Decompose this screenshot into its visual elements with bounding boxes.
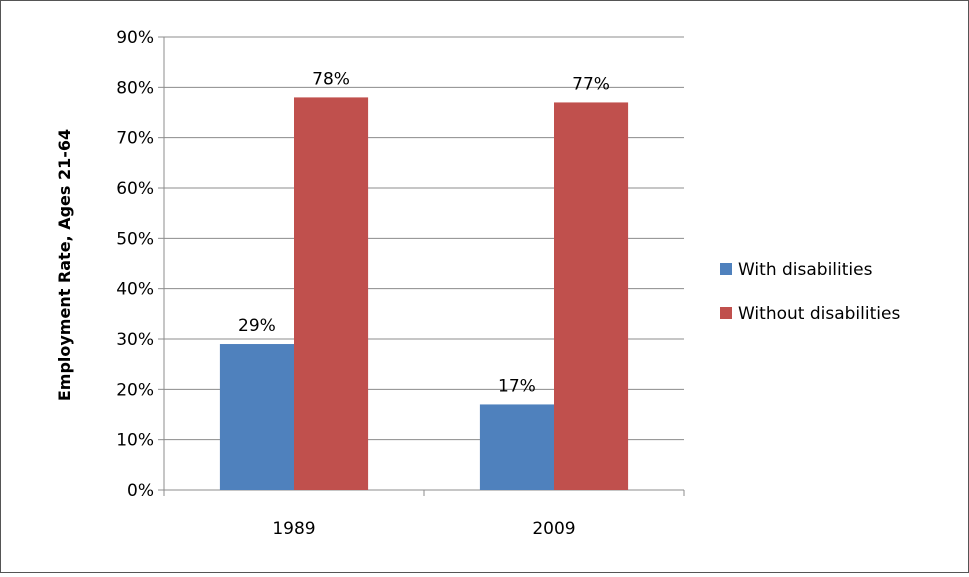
y-tick-label: 30% xyxy=(116,330,154,350)
legend-swatch xyxy=(720,307,732,319)
y-tick-label: 70% xyxy=(116,129,154,149)
data-label: 17% xyxy=(498,376,536,396)
bar-without-disabilities-1989 xyxy=(294,97,369,491)
y-tick-label: 60% xyxy=(116,179,154,199)
y-tick-labels: 0% 10% 20% 30% 40% 50% 60% 70% 80% 90% xyxy=(116,28,154,501)
y-tick-label: 10% xyxy=(116,431,154,451)
data-label: 29% xyxy=(238,316,276,336)
data-labels: 29% 78% 17% 77% xyxy=(238,69,610,396)
x-tick-labels: 1989 2009 xyxy=(272,519,575,539)
bars xyxy=(219,97,629,491)
legend-label: With disabilities xyxy=(738,260,873,280)
legend: With disabilities Without disabilities xyxy=(720,260,900,324)
x-tick-label: 2009 xyxy=(532,519,575,539)
y-tick-label: 40% xyxy=(116,280,154,300)
legend-label: Without disabilities xyxy=(738,304,900,324)
y-axis-label: Employment Rate, Ages 21-64 xyxy=(55,129,74,401)
y-tick-label: 80% xyxy=(116,78,154,98)
bar-with-disabilities-1989 xyxy=(219,344,294,490)
bar-with-disabilities-2009 xyxy=(479,404,554,490)
y-tick-label: 0% xyxy=(127,481,154,501)
y-tick-label: 90% xyxy=(116,28,154,48)
y-tick-label: 50% xyxy=(116,229,154,249)
data-label: 78% xyxy=(312,69,350,89)
y-tick-label: 20% xyxy=(116,380,154,400)
bar-without-disabilities-2009 xyxy=(554,102,629,490)
x-tick-label: 1989 xyxy=(272,519,315,539)
data-label: 77% xyxy=(572,74,610,94)
legend-swatch xyxy=(720,263,732,275)
